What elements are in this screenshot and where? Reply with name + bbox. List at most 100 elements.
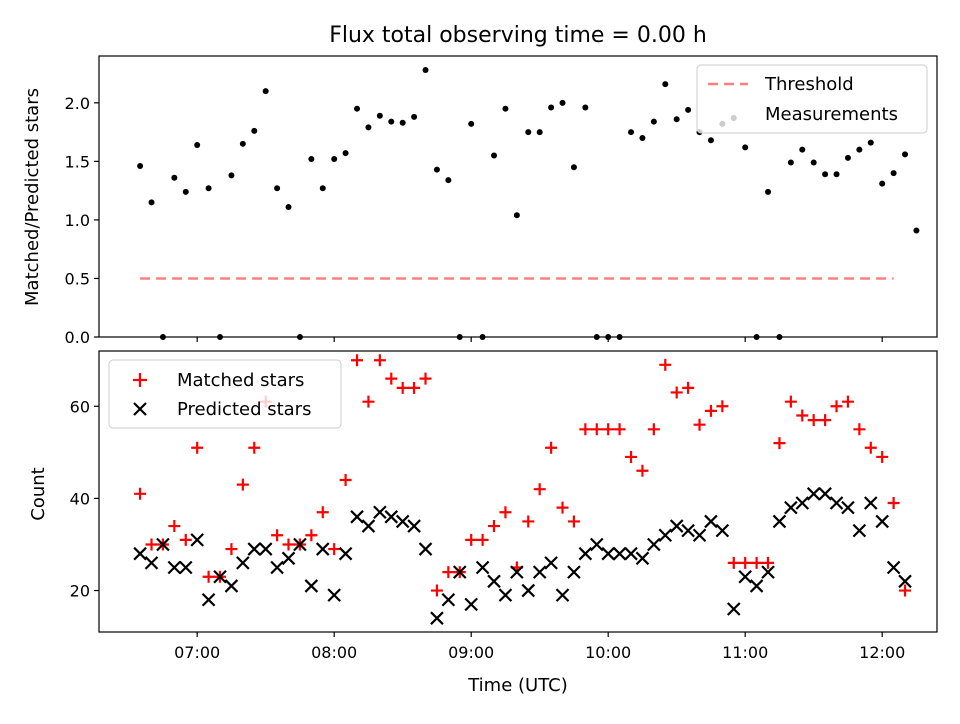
predicted-star-marker xyxy=(669,519,684,533)
predicted-star-marker xyxy=(361,519,376,533)
measurement-point xyxy=(308,156,315,163)
measurement-point xyxy=(376,112,383,119)
matched-star-marker xyxy=(533,483,546,496)
predicted-star-marker xyxy=(612,546,627,561)
matched-star-marker xyxy=(465,533,478,546)
predicted-star-marker xyxy=(806,487,821,501)
matched-star-marker xyxy=(625,450,638,463)
measurement-point xyxy=(137,163,144,170)
predicted-star-marker xyxy=(133,546,147,561)
predicted-star-marker xyxy=(395,514,410,529)
matched-star-marker xyxy=(236,478,249,491)
measurement-point xyxy=(867,139,874,146)
measurement-point xyxy=(662,81,669,88)
matched-star-marker xyxy=(442,566,455,579)
matched-star-marker xyxy=(248,441,261,454)
predicted-star-marker xyxy=(555,588,570,602)
bottom-y-axis-label: Count xyxy=(28,467,49,520)
predicted-star-marker xyxy=(681,523,695,538)
predicted-star-marker xyxy=(144,556,159,570)
predicted-star-marker xyxy=(327,588,341,602)
matched-star-marker xyxy=(670,386,683,399)
matched-star-marker xyxy=(899,584,912,597)
matched-star-marker xyxy=(430,584,443,597)
predicted-star-marker xyxy=(886,560,901,575)
predicted-star-marker xyxy=(749,579,764,593)
predicted-star-marker xyxy=(236,556,250,570)
matched-star-marker xyxy=(328,543,341,556)
predicted-star-marker xyxy=(487,574,501,589)
predicted-star-marker xyxy=(190,533,204,547)
predicted-star-marker xyxy=(772,514,787,529)
matched-star-marker xyxy=(853,423,866,436)
predicted-star-marker xyxy=(635,551,650,566)
measurement-point xyxy=(194,141,201,148)
predicted-star-marker xyxy=(841,500,855,515)
top-x-ticks xyxy=(196,337,883,342)
predicted-star-marker xyxy=(384,510,399,524)
measurement-point xyxy=(388,118,395,125)
measurement-point xyxy=(822,171,829,178)
bottom-x-tick-label: 08:00 xyxy=(311,643,357,662)
matched-star-marker xyxy=(556,501,569,514)
matched-star-marker xyxy=(488,520,501,533)
bottom-x-tick-label: 11:00 xyxy=(722,643,768,662)
measurement-point xyxy=(536,129,543,136)
measurement-point xyxy=(148,199,155,206)
predicted-star-marker xyxy=(270,560,284,575)
measurement-point xyxy=(422,67,429,74)
predicted-star-marker xyxy=(213,569,227,584)
measurement-point xyxy=(399,119,406,126)
matched-star-marker xyxy=(613,423,626,436)
top-plot-frame xyxy=(98,55,938,338)
measurement-point xyxy=(639,134,646,141)
matched-star-marker xyxy=(876,450,889,463)
matched-star-marker xyxy=(739,556,752,569)
measurement-point xyxy=(856,146,863,153)
predicted-star-marker xyxy=(852,523,867,538)
matched-star-marker xyxy=(373,354,386,367)
predicted-star-marker xyxy=(589,537,604,552)
bottom-y-tick-label: 40 xyxy=(70,489,90,508)
predicted-star-marker xyxy=(601,546,615,561)
measurement-point xyxy=(787,159,794,166)
top-y-axis-label: Matched/Predicted stars xyxy=(22,88,43,306)
measurement-point xyxy=(879,180,886,187)
matched-star-marker xyxy=(476,533,489,546)
top-legend: Threshold Measurements xyxy=(696,64,928,134)
matched-star-marker xyxy=(750,556,763,569)
bottom-legend-box xyxy=(108,359,342,429)
matched-star-marker xyxy=(636,464,649,477)
matched-star-marker xyxy=(145,538,158,551)
measurement-point xyxy=(559,99,566,106)
measurement-point xyxy=(262,88,269,95)
measurement-point xyxy=(707,137,714,144)
legend-plus-icon xyxy=(133,373,147,387)
predicted-star-marker xyxy=(293,537,307,552)
matched-star-marker xyxy=(179,533,192,546)
matched-star-marker xyxy=(339,473,352,486)
bottom-x-tick-label: 07:00 xyxy=(174,643,220,662)
legend-predicted-label: Predicted stars xyxy=(177,399,311,420)
measurement-point xyxy=(913,227,920,234)
measurement-point xyxy=(582,104,589,111)
predicted-star-markers xyxy=(133,487,912,625)
predicted-star-marker xyxy=(464,597,478,612)
bottom-x-tick-label: 10:00 xyxy=(585,643,631,662)
top-chart-title: Flux total observing time = 0.00 h xyxy=(329,23,707,48)
matched-star-marker xyxy=(784,395,797,408)
measurement-point xyxy=(285,204,292,211)
matched-star-marker xyxy=(351,354,364,367)
matched-star-marker xyxy=(602,423,615,436)
matched-star-marker xyxy=(499,506,512,519)
predicted-star-marker xyxy=(761,565,775,579)
predicted-star-marker xyxy=(430,611,444,625)
top-y-tick-label: 0.5 xyxy=(65,269,90,288)
measurement-point xyxy=(491,152,498,159)
top-legend-box xyxy=(696,64,928,134)
measurement-point xyxy=(765,188,772,195)
measurement-point xyxy=(445,177,452,184)
bottom-legend: Matched stars Predicted stars xyxy=(108,359,342,429)
measurement-point xyxy=(650,118,657,125)
matched-star-marker xyxy=(225,543,238,556)
